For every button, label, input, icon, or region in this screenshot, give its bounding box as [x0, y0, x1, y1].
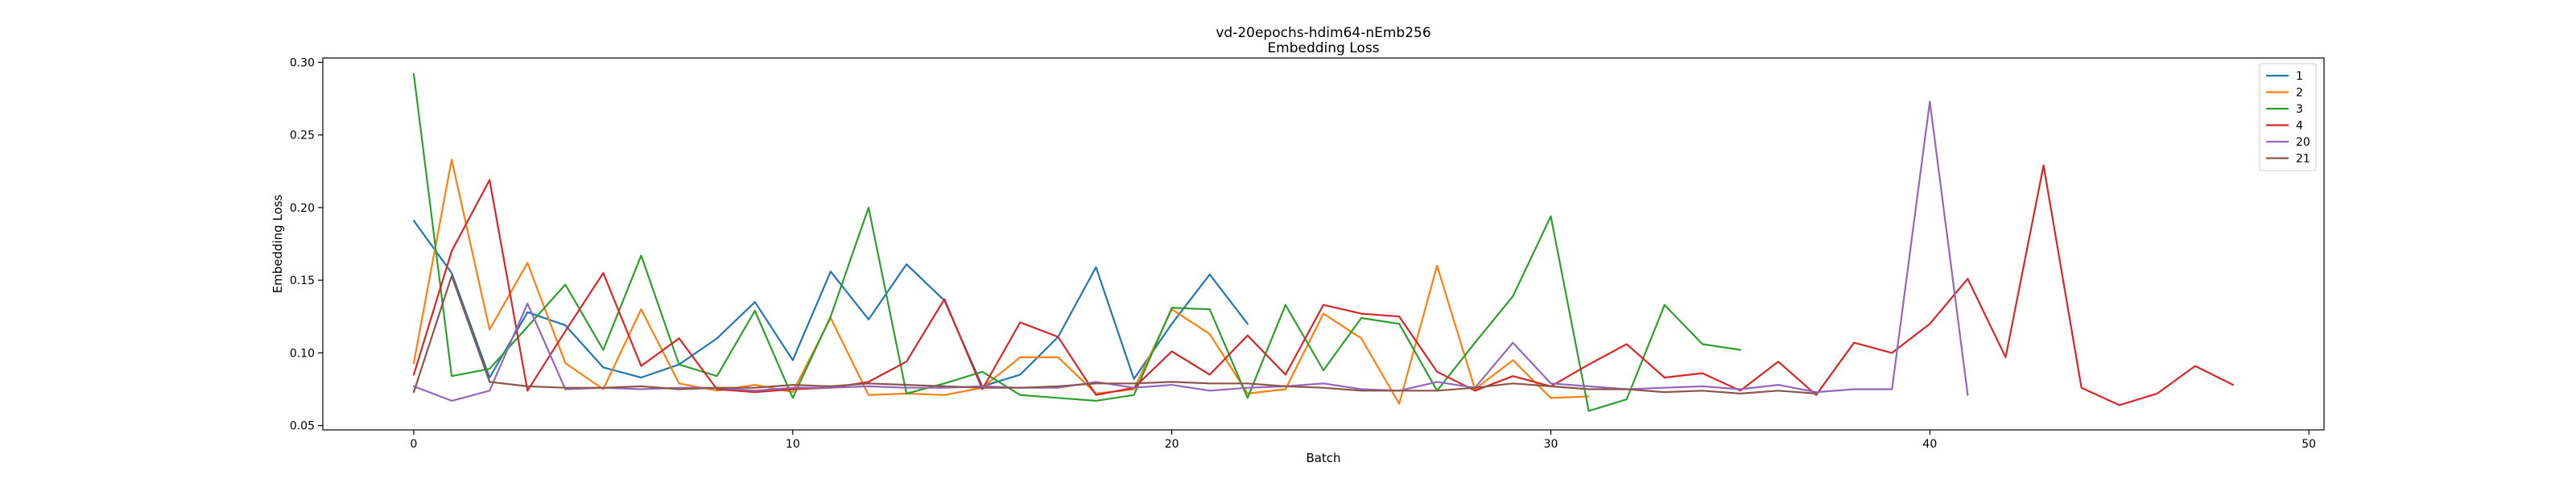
y-tick-label: 0.10	[290, 347, 315, 360]
legend-label-21: 21	[2296, 153, 2310, 166]
legend-label-3: 3	[2296, 103, 2303, 116]
x-tick-label: 50	[2301, 438, 2316, 451]
legend-label-2: 2	[2296, 87, 2303, 100]
series-layer	[412, 72, 2235, 412]
series-line-4	[412, 164, 2235, 407]
y-tick-label: 0.25	[290, 130, 315, 142]
series-line-3	[412, 72, 1741, 412]
series-line-1	[412, 220, 1249, 387]
y-tick-label: 0.15	[290, 275, 315, 287]
x-tick-label: 0	[411, 438, 418, 451]
y-tick-label: 0.30	[290, 56, 315, 69]
series-line-21	[412, 275, 1818, 394]
plot-area	[323, 58, 2324, 430]
chart-subtitle: Embedding Loss	[1267, 40, 1379, 56]
x-tick-label: 20	[1165, 438, 1179, 451]
legend: 1 2 3 4 20 21	[2259, 63, 2317, 171]
y-tick-label: 0.05	[290, 420, 315, 433]
plot-frame	[322, 57, 2325, 431]
legend-box	[2259, 63, 2317, 171]
legend-label-1: 1	[2296, 70, 2303, 83]
y-tick-label: 0.20	[290, 202, 315, 215]
y-axis: 0.05 0.10 0.15 0.20 0.25 0.30	[290, 56, 323, 433]
y-axis-label: Embedding Loss	[270, 194, 285, 293]
x-axis: 0 10 20 30 40 50	[411, 430, 2316, 451]
chart-title: vd-20epochs-hdim64-nEmb256	[1216, 25, 1430, 41]
x-axis-label: Batch	[1306, 451, 1340, 465]
x-tick-label: 10	[786, 438, 800, 451]
x-tick-label: 30	[1544, 438, 1558, 451]
legend-label-20: 20	[2296, 136, 2310, 149]
x-tick-label: 40	[1922, 438, 1937, 451]
series-line-2	[412, 159, 1590, 405]
legend-label-4: 4	[2296, 120, 2303, 133]
